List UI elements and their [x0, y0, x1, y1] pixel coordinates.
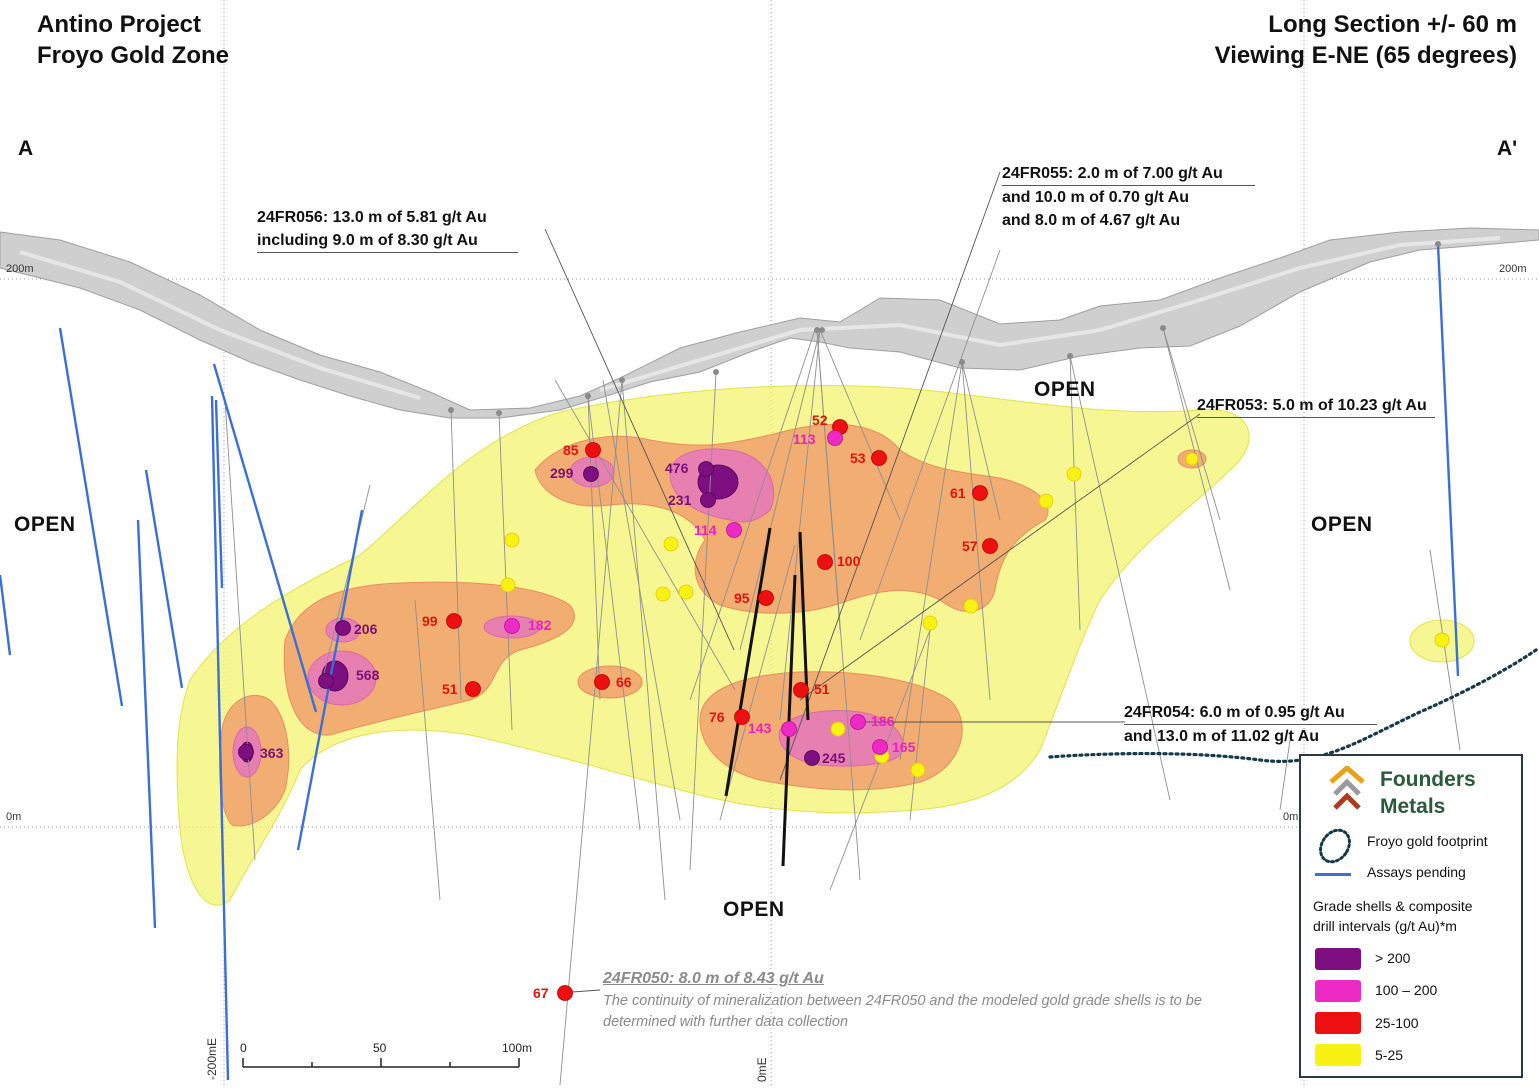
- legend-swatch-25-100: [1315, 1012, 1361, 1034]
- annotation-line: 24FR054: 6.0 m of 0.95 g/t Au: [1124, 701, 1377, 725]
- project-name: Antino Project: [37, 11, 202, 38]
- grade-label: 66: [616, 674, 632, 690]
- open-label-west: OPEN: [14, 513, 76, 536]
- grade-label: 61: [950, 485, 966, 501]
- view-direction: Viewing E-NE (65 degrees): [1214, 42, 1517, 69]
- legend-class-label: > 200: [1375, 950, 1411, 966]
- composite-25-100: [446, 419, 998, 1001]
- annotation-line: and 10.0 m of 0.70 g/t Au: [1002, 189, 1190, 206]
- annotation-24fr056: 24FR056: 13.0 m of 5.81 g/t Au including…: [257, 206, 518, 253]
- legend-swatch-gt200: [1315, 948, 1361, 970]
- legend-swatch-5-25: [1315, 1044, 1361, 1066]
- annotation-24fr050-note: The continuity of mineralization between…: [603, 993, 1202, 1030]
- legend-footprint-label: Froyo gold footprint: [1367, 833, 1488, 849]
- grade-label: 206: [354, 621, 378, 637]
- grade-label: 100: [837, 553, 861, 569]
- annotation-line: and 8.0 m of 4.67 g/t Au: [1002, 212, 1181, 229]
- logo-wordmark: Founders Metals: [1380, 766, 1476, 820]
- section-end-a: A: [18, 137, 34, 160]
- open-label-east: OPEN: [1311, 513, 1373, 536]
- map-title-right: Long Section +/- 60 m Viewing E-NE (65 d…: [1215, 9, 1517, 71]
- grade-label: 53: [850, 450, 866, 466]
- annotation-line: 24FR055: 2.0 m of 7.00 g/t Au: [1002, 162, 1255, 186]
- open-label-north: OPEN: [1034, 378, 1096, 401]
- composite-100-200: [504, 430, 888, 755]
- grade-label: 67: [533, 985, 549, 1001]
- annotation-24fr053: 24FR053: 5.0 m of 10.23 g/t Au: [1197, 394, 1435, 418]
- legend: Founders Metals Froyo gold footprint Ass…: [1299, 754, 1523, 1078]
- legend-grade-title: Grade shells & composite drill intervals…: [1313, 896, 1473, 936]
- composite-intervals: [238, 419, 1450, 1001]
- legend-grade-title-line: drill intervals (g/t Au)*m: [1313, 918, 1457, 934]
- assays-pending-traces: [0, 243, 1460, 1081]
- topography-surface: [0, 227, 1539, 419]
- assays-pending-line-icon: [1315, 873, 1351, 876]
- footprint-symbol-icon: [1319, 828, 1351, 864]
- grade-label: 363: [260, 745, 284, 761]
- scale-label-100: 100m: [502, 1041, 533, 1055]
- grade-label: 95: [734, 590, 750, 606]
- grade-label: 51: [814, 681, 830, 697]
- annotation-24fr054: 24FR054: 6.0 m of 0.95 g/t Au and 13.0 m…: [1124, 701, 1377, 748]
- section-width: Long Section +/- 60 m: [1268, 11, 1517, 38]
- grade-label: 568: [356, 667, 380, 683]
- elevation-200-right: 200m: [1499, 263, 1527, 275]
- annotation-line: including 9.0 m of 8.30 g/t Au: [257, 229, 518, 253]
- legend-class-label: 25-100: [1375, 1015, 1419, 1031]
- grade-label: 76: [709, 709, 725, 725]
- grade-label: 186: [871, 713, 895, 729]
- map-title-left: Antino Project Froyo Gold Zone: [37, 9, 229, 71]
- logo-line-1: Founders: [1380, 768, 1476, 791]
- grade-shell-100-200: [232, 448, 904, 778]
- founders-logo-icon: [1329, 766, 1365, 810]
- annotation-24fr055: 24FR055: 2.0 m of 7.00 g/t Au and 10.0 m…: [1002, 162, 1255, 232]
- collars: [448, 241, 1441, 416]
- legend-assays-label: Assays pending: [1367, 864, 1466, 880]
- logo-line-2: Metals: [1380, 795, 1446, 818]
- grade-label: 57: [962, 538, 978, 554]
- grade-label: 165: [892, 739, 916, 755]
- grade-label: 51: [442, 681, 458, 697]
- grade-label: 299: [550, 465, 574, 481]
- annotation-leaders: [544, 171, 1201, 993]
- grade-label: 476: [665, 460, 689, 476]
- easting-label-west: -200mE: [205, 1037, 219, 1080]
- scale-label-0: 0: [240, 1041, 247, 1055]
- grade-label: 85: [563, 442, 579, 458]
- annotation-24fr050-title: 24FR050: 8.0 m of 8.43 g/t Au: [603, 970, 824, 987]
- grade-label: 114: [694, 522, 717, 538]
- scale-label-50: 50: [373, 1041, 387, 1055]
- elevation-0-left: 0m: [6, 811, 22, 823]
- grade-label: 182: [528, 617, 552, 633]
- annotation-line: and 13.0 m of 11.02 g/t Au: [1124, 728, 1320, 745]
- annotation-line: 24FR056: 13.0 m of 5.81 g/t Au: [257, 209, 487, 226]
- composite-5-25: [500, 452, 1450, 778]
- legend-class-label: 5-25: [1375, 1047, 1404, 1063]
- elevation-200-left: 200m: [6, 263, 34, 275]
- legend-class-label: 100 – 200: [1375, 982, 1438, 998]
- grade-label: 245: [822, 750, 846, 766]
- grade-label: 113: [793, 431, 816, 447]
- legend-grade-title-line: Grade shells & composite: [1313, 898, 1473, 914]
- grade-label: 231: [668, 492, 692, 508]
- section-end-a-prime: A': [1497, 137, 1518, 160]
- open-label-depth: OPEN: [723, 898, 785, 921]
- elevation-0-right: 0m: [1283, 811, 1299, 823]
- grade-label: 52: [812, 412, 828, 428]
- zone-name: Froyo Gold Zone: [37, 42, 229, 69]
- easting-label-center: 0mE: [755, 1057, 769, 1082]
- legend-swatch-100-200: [1315, 980, 1361, 1002]
- composite-gt200: [238, 461, 820, 766]
- annotation-24fr050: 24FR050: 8.0 m of 8.43 g/t Au The contin…: [603, 970, 1263, 1033]
- annotation-line: 24FR053: 5.0 m of 10.23 g/t Au: [1197, 394, 1435, 418]
- grade-label: 143: [748, 720, 772, 736]
- grade-label: 99: [422, 613, 438, 629]
- scale-bar: [242, 1058, 520, 1068]
